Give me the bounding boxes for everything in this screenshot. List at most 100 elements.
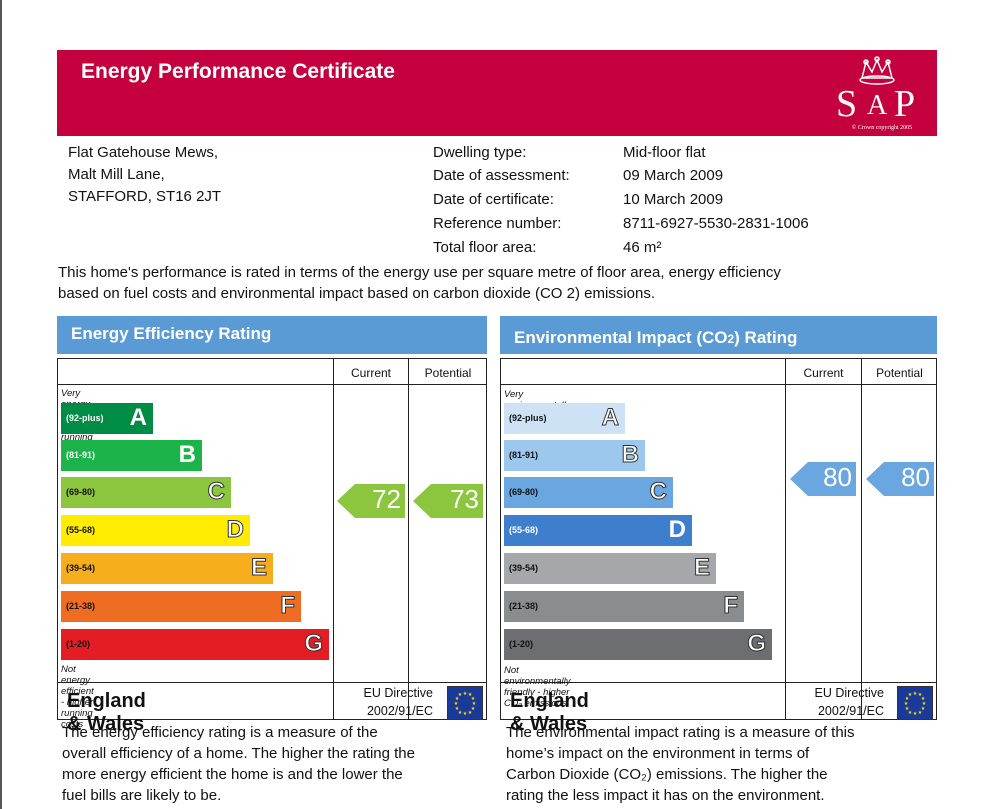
band-range-label: (92-plus) <box>66 413 104 423</box>
rating-band-g: (1-20) G <box>504 629 772 660</box>
svg-text:★: ★ <box>905 696 910 702</box>
energy-potential-value: 73 <box>450 484 479 514</box>
certificate-title: Energy Performance Certificate <box>81 60 395 83</box>
band-letter: F <box>723 592 739 620</box>
svg-text:★: ★ <box>913 711 918 717</box>
energy-eu-directive-line2: 2002/91/EC <box>366 704 433 718</box>
energy-description-line1: The energy efficiency rating is a measur… <box>62 724 378 741</box>
band-letter: E <box>693 554 710 582</box>
energy-description-line4: fuel bills are likely to be. <box>62 787 222 804</box>
reference-number-label: Reference number: <box>433 215 562 232</box>
environment-divider-potential <box>861 358 862 720</box>
band-letter: C <box>649 478 667 506</box>
svg-text:★: ★ <box>918 692 923 698</box>
svg-text:★: ★ <box>468 710 473 716</box>
energy-current-value: 72 <box>372 484 401 514</box>
certificate-date-label: Date of certificate: <box>433 191 554 208</box>
floor-area-value: 46 m² <box>623 239 662 256</box>
energy-description-line3: more energy efficient the home is and th… <box>62 766 403 783</box>
energy-bottom-note: Not energy efficient - higher running co… <box>61 664 94 730</box>
band-letter: E <box>250 554 267 582</box>
environment-description-line3: Carbon Dioxide (CO₂) emissions. The high… <box>506 766 828 783</box>
svg-text:★: ★ <box>908 710 913 716</box>
address-line-3: STAFFORD, ST16 2JT <box>68 188 222 205</box>
energy-panel-title: Energy Efficiency Rating <box>57 316 487 354</box>
svg-text:★: ★ <box>463 691 468 697</box>
rating-band-e: (39-54) E <box>504 553 716 584</box>
band-range-label: (1-20) <box>509 639 534 649</box>
svg-text:★: ★ <box>458 692 463 698</box>
band-range-label: (39-54) <box>509 563 539 573</box>
environment-eu-directive-line2: 2002/91/EC <box>817 704 884 718</box>
environment-title-sub: 2 <box>727 332 735 346</box>
svg-text:★: ★ <box>454 701 459 707</box>
sap-s-letter: S <box>836 83 857 125</box>
environment-title-post: ) Rating <box>734 328 798 347</box>
environment-divider-current <box>785 358 786 720</box>
energy-potential-arrow-shape <box>413 484 483 518</box>
band-letter: G <box>747 630 767 658</box>
svg-text:★: ★ <box>904 701 909 707</box>
environment-chart-top-rule <box>500 384 786 385</box>
svg-text:★: ★ <box>471 696 476 702</box>
band-range-label: (69-80) <box>66 487 96 497</box>
certificate-header: Energy Performance Certificate S A P © C… <box>57 50 937 136</box>
assessment-date-value: 09 March 2009 <box>623 167 724 184</box>
environment-description-line1: The environmental impact rating is a mea… <box>506 724 855 741</box>
rating-band-a: (92-plus) A <box>504 403 625 434</box>
svg-text:★: ★ <box>472 701 477 707</box>
energy-chart-bottom-rule <box>57 682 487 683</box>
intro-text: This home's performance is rated in term… <box>58 264 781 302</box>
band-range-label: (55-68) <box>66 525 96 535</box>
svg-text:★: ★ <box>455 696 460 702</box>
environment-header-rule <box>785 384 937 385</box>
energy-description: The energy efficiency rating is a measur… <box>62 722 415 806</box>
svg-text:★: ★ <box>921 706 926 712</box>
band-range-label: (81-91) <box>509 450 539 460</box>
band-letter: D <box>226 516 244 544</box>
rating-band-f: (21-38) F <box>504 591 744 622</box>
energy-current-arrow: 72 <box>337 484 405 518</box>
rating-band-a: (92-plus) A <box>61 403 153 434</box>
rating-band-f: (21-38) F <box>61 591 301 622</box>
energy-region-label: England & Wales <box>67 690 146 735</box>
assessment-date-label: Date of assessment: <box>433 167 570 184</box>
band-letter: D <box>668 516 686 543</box>
rating-band-d: (55-68) D <box>504 515 692 546</box>
band-range-label: (39-54) <box>66 563 96 573</box>
energy-header-rule <box>333 384 487 385</box>
band-range-label: (55-68) <box>509 525 539 535</box>
svg-text:★: ★ <box>908 692 913 698</box>
svg-text:★: ★ <box>463 711 468 717</box>
page-edge-line <box>0 0 2 809</box>
band-letter: F <box>280 592 296 620</box>
energy-divider-potential <box>408 358 409 720</box>
eu-stars-icon: ★ ★★★ ★★★★ ★★★★ <box>904 691 927 717</box>
band-letter: A <box>601 404 619 432</box>
environment-description-line4: rating the less impact it has on the env… <box>506 787 825 804</box>
rating-band-g: (1-20) G <box>61 629 329 660</box>
svg-text:★: ★ <box>905 706 910 712</box>
environment-description-line2: home’s impact on the environment in term… <box>506 745 810 762</box>
energy-eu-directive: EU Directive 2002/91/EC <box>339 684 433 720</box>
band-range-label: (21-38) <box>509 601 539 611</box>
reference-number-value: 8711-6927-5530-2831-1006 <box>623 215 809 232</box>
environment-chart-bottom-rule <box>500 682 937 683</box>
energy-potential-header: Potential <box>424 366 472 380</box>
environment-potential-header: Potential <box>876 366 923 380</box>
band-range-label: (69-80) <box>509 487 539 497</box>
address-line-1: Flat Gatehouse Mews, <box>68 144 219 161</box>
band-letter: C <box>207 478 225 506</box>
energy-chart-top-rule <box>57 384 334 385</box>
band-letter: G <box>304 630 324 658</box>
environment-region-label: England & Wales <box>510 690 589 735</box>
environment-bottom-note: Not environmentally friendly - higher CO… <box>504 665 571 709</box>
svg-text:★: ★ <box>921 696 926 702</box>
environment-current-arrow: 80 <box>790 462 856 496</box>
environment-potential-arrow: 80 <box>866 462 934 496</box>
environment-current-header: Current <box>803 366 844 380</box>
environment-description: The environmental impact rating is a mea… <box>506 722 855 806</box>
sap-a-letter: A <box>867 90 888 121</box>
eu-flag-icon: ★ ★ ★ ★ ★ ★ ★ ★ ★ ★ ★ ★ <box>447 686 483 720</box>
environment-current-value: 80 <box>823 462 852 492</box>
